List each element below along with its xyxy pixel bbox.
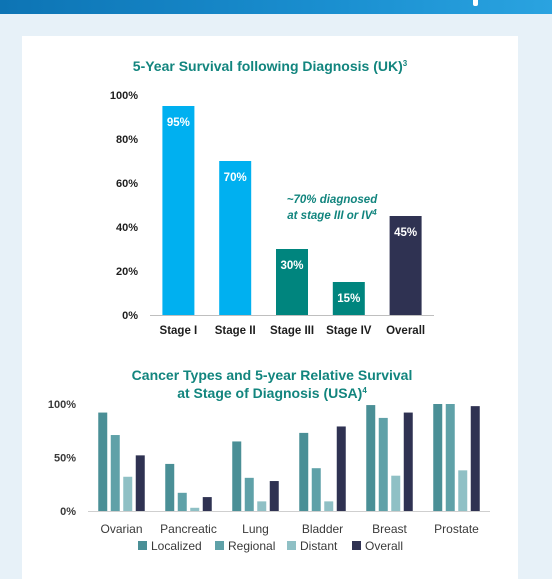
chart2-bar xyxy=(403,412,413,511)
chart2-bar xyxy=(244,477,254,511)
chart2-ytick-label: 50% xyxy=(54,453,76,465)
chart2-bar xyxy=(269,481,279,511)
chart2-bar xyxy=(165,463,175,511)
chart1-ytick-label: 0% xyxy=(122,310,138,322)
chart2-bar xyxy=(433,404,443,511)
chart1-category-label: Overall xyxy=(386,325,425,337)
legend-label: Distant xyxy=(300,539,338,553)
top-banner xyxy=(0,0,552,14)
chart1-bar xyxy=(162,106,195,315)
legend-swatch xyxy=(138,541,147,550)
chart2-title-line1: Cancer Types and 5-year Relative Surviva… xyxy=(132,367,413,383)
chart2-bar xyxy=(366,405,376,511)
legend-label: Regional xyxy=(228,539,275,553)
legend-label: Localized xyxy=(151,539,202,553)
chart1-data-label: 95% xyxy=(167,117,190,129)
chart1-data-label: 15% xyxy=(337,293,360,305)
chart1-title: 5-Year Survival following Diagnosis (UK)… xyxy=(133,58,408,74)
chart2-bar xyxy=(232,441,242,511)
chart2-bar xyxy=(470,406,480,511)
chart1-ytick-label: 20% xyxy=(116,266,138,278)
chart2-category-label: Prostate xyxy=(434,522,479,536)
chart1-ytick-label: 80% xyxy=(116,134,138,146)
chart1-annotation-line1: ~70% diagnosed xyxy=(287,194,378,206)
chart1-bar xyxy=(389,216,422,315)
legend-swatch xyxy=(352,541,361,550)
chart2-bar xyxy=(202,497,212,511)
legend-label: Overall xyxy=(365,539,403,553)
chart2-category-label: Pancreatic xyxy=(160,522,217,536)
chart1-bar xyxy=(219,161,252,315)
chart2-bar xyxy=(110,435,120,511)
chart2-bar xyxy=(123,476,133,511)
chart2-bars: Ovarian Pancreatic Lung Bladder Breast Prosta… xyxy=(98,404,480,536)
chart1-data-label: 70% xyxy=(224,172,247,184)
chart1-data-label: 45% xyxy=(394,227,417,239)
chart2-bar xyxy=(135,455,145,511)
chart2-ytick-label: 100% xyxy=(48,399,76,411)
chart2-category-label: Ovarian xyxy=(100,522,142,536)
chart1-data-label: 30% xyxy=(280,260,303,272)
chart1-category-label: Stage IV xyxy=(326,325,372,337)
chart2-legend: Localized Regional Distant Overall xyxy=(138,539,403,553)
chart1-bar xyxy=(276,249,308,315)
chart2-category-label: Breast xyxy=(372,522,407,536)
chart2-title-line2: at Stage of Diagnosis (USA)4 xyxy=(177,385,367,401)
chart1-bar xyxy=(332,282,365,315)
chart1-category-label: Stage II xyxy=(215,325,256,337)
chart2-category-label: Lung xyxy=(242,522,269,536)
chart2-bar xyxy=(177,492,187,511)
chart2-bar xyxy=(257,501,267,511)
chart2-bar xyxy=(336,426,346,511)
chart2-bar xyxy=(445,404,455,511)
chart2-y-axis: 0% 50% 100% xyxy=(48,399,76,518)
chart2-ytick-label: 0% xyxy=(60,506,76,518)
chart1-ytick-label: 40% xyxy=(116,222,138,234)
chart1-ytick-label: 100% xyxy=(110,90,138,102)
legend-swatch xyxy=(287,541,296,550)
chart-card: 5-Year Survival following Diagnosis (UK)… xyxy=(22,36,518,579)
chart1-category-label: Stage I xyxy=(160,325,198,337)
chart2-bar xyxy=(324,501,334,511)
chart1-bars: 95% Stage I 70% Stage II 30% Stage III 15% Stag… xyxy=(160,106,425,337)
chart2-bar xyxy=(311,468,321,511)
banner-notch xyxy=(473,0,478,6)
chart1-category-label: Stage III xyxy=(270,325,314,337)
chart1-annotation-line2: at stage III or IV4 xyxy=(287,208,377,222)
chart1-y-axis: 0% 20% 40% 60% 80% 100% xyxy=(110,90,138,322)
chart2-bar xyxy=(378,417,388,511)
charts-svg: 5-Year Survival following Diagnosis (UK)… xyxy=(48,58,490,553)
chart2-bar xyxy=(458,470,468,511)
chart1-ytick-label: 60% xyxy=(116,178,138,190)
chart2-bar xyxy=(98,412,108,511)
chart2-bar xyxy=(299,432,309,511)
chart2-bar xyxy=(391,475,401,511)
legend-swatch xyxy=(215,541,224,550)
chart2-category-label: Bladder xyxy=(302,522,343,536)
chart2-bar xyxy=(190,507,200,511)
